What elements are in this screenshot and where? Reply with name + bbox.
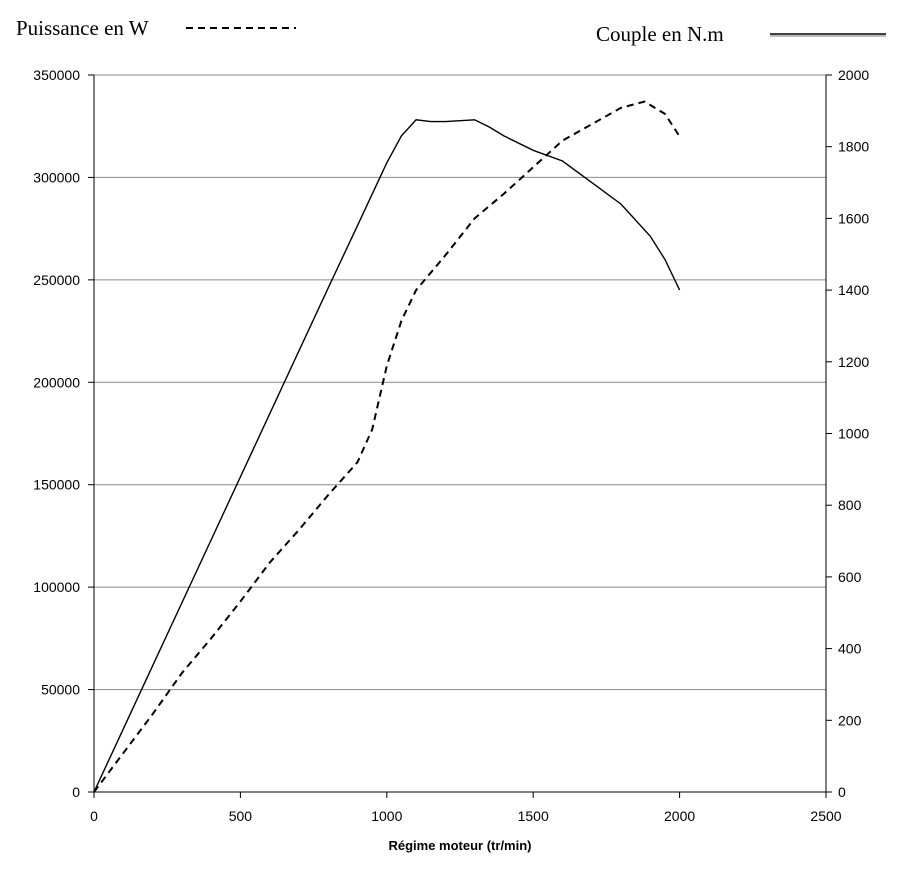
y-left-tick-label-6: 300000	[33, 169, 80, 185]
y-right-ticks: 0 200 400 600 800 1000 1200 1400 1600 1800 2000	[826, 67, 869, 800]
x-tick-label-3: 1500	[518, 808, 549, 824]
y-left-ticks: 0 50000 100000 150000 200000 250000 300000 3500…	[33, 67, 94, 800]
y-right-tick-label-10: 2000	[838, 67, 869, 83]
y-right-tick-label-4: 800	[838, 497, 862, 513]
y-left-tick-label-2: 100000	[33, 579, 80, 595]
y-left-tick-label-4: 200000	[33, 374, 80, 390]
legend-puissance-label: Puissance en W	[16, 16, 149, 40]
y-right-tick-label-9: 1800	[838, 139, 869, 155]
x-tick-label-1: 500	[229, 808, 253, 824]
y-left-tick-label-3: 150000	[33, 477, 80, 493]
x-tick-label-4: 2000	[664, 808, 695, 824]
x-ticks: 0 500 1000 1500 2000 2500	[90, 792, 842, 824]
y-left-tick-label-0: 0	[72, 784, 80, 800]
series-puissance-line	[93, 100, 681, 793]
x-tick-label-5: 2500	[810, 808, 841, 824]
y-right-tick-label-8: 1600	[838, 210, 869, 226]
x-tick-label-0: 0	[90, 808, 98, 824]
legend-puissance: Puissance en W	[16, 16, 296, 40]
series-couple-line	[93, 119, 681, 793]
x-axis-label: Régime moteur (tr/min)	[388, 838, 531, 853]
y-right-tick-label-5: 1000	[838, 426, 869, 442]
y-left-tick-label-1: 50000	[41, 682, 80, 698]
y-right-tick-label-3: 600	[838, 569, 862, 585]
x-tick-label-2: 1000	[371, 808, 402, 824]
legend-couple: Couple en N.m	[596, 22, 886, 46]
y-right-tick-label-2: 400	[838, 641, 862, 657]
legend-couple-label: Couple en N.m	[596, 22, 724, 46]
y-right-tick-label-7: 1400	[838, 282, 869, 298]
y-left-tick-label-5: 250000	[33, 272, 80, 288]
y-right-tick-label-1: 200	[838, 712, 862, 728]
y-left-tick-label-7: 350000	[33, 67, 80, 83]
y-right-tick-label-6: 1200	[838, 354, 869, 370]
gridlines	[94, 74, 826, 691]
y-right-tick-label-0: 0	[838, 784, 846, 800]
